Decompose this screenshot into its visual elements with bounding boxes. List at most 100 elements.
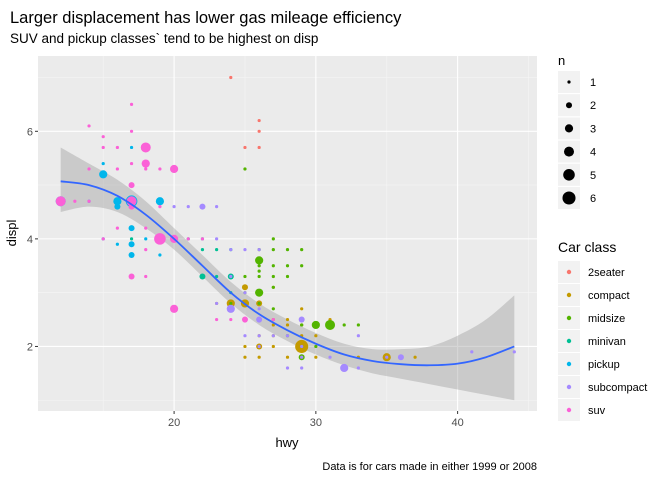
data-point-pickup [128, 225, 135, 232]
series-2seater [229, 75, 261, 150]
confidence-band-layer [60, 147, 515, 401]
data-point-subcompact [285, 334, 290, 338]
data-point-subcompact [257, 344, 261, 349]
chart-subtitle: SUV and pickup classes` tend to be highe… [10, 31, 318, 46]
chart-caption: Data is for cars made in either 1999 or … [322, 461, 537, 473]
size-legend-label: 6 [590, 193, 596, 205]
color-legend-dot-minivan [566, 338, 572, 344]
data-point-suv [170, 304, 179, 313]
data-point-subcompact [257, 334, 261, 338]
data-point-suv [141, 159, 150, 168]
data-point-midsize [356, 323, 360, 327]
data-point-pickup [128, 241, 135, 248]
data-point-suv [115, 226, 119, 230]
data-point-midsize [311, 320, 320, 330]
data-point-suv [140, 142, 151, 153]
data-point-subcompact [199, 203, 206, 210]
data-point-suv [87, 167, 91, 171]
data-point-subcompact [328, 355, 332, 359]
color-legend-label: midsize [588, 313, 625, 325]
size-legend: 1 2 3 4 5 6 [558, 71, 596, 209]
data-point-compact [285, 323, 290, 327]
data-point-pickup [101, 161, 105, 166]
y-tick-label: 4 [27, 234, 33, 246]
data-point-suv [144, 226, 148, 230]
data-point-suv [144, 248, 148, 252]
data-point-subcompact [186, 205, 190, 209]
confidence-band [60, 147, 515, 401]
size-legend-title: n [558, 53, 565, 68]
data-point-suv [129, 161, 134, 166]
data-point-suv [129, 129, 134, 133]
data-point-subcompact [229, 274, 233, 279]
data-point-compact [271, 344, 275, 349]
data-point-compact [241, 284, 248, 291]
data-point-suv [215, 317, 219, 322]
data-point-suv [200, 237, 205, 241]
data-point-midsize [342, 323, 346, 327]
data-point-compact [314, 334, 318, 338]
data-point-pickup [114, 203, 121, 210]
data-point-suv [87, 199, 91, 203]
data-point-2seater [257, 118, 261, 123]
data-point-compact [285, 355, 290, 359]
y-tick-label: 6 [27, 126, 33, 138]
data-point-subcompact [298, 316, 305, 323]
data-point-midsize [271, 307, 275, 311]
data-point-midsize [300, 248, 304, 252]
color-legend-title: Car class [558, 239, 616, 255]
data-point-suv [241, 316, 248, 323]
color-legend-dot-midsize [566, 315, 572, 321]
data-point-subcompact [512, 350, 516, 354]
color-legend-dot-pickup [566, 361, 572, 367]
data-point-compact [314, 355, 318, 359]
data-point-suv [186, 237, 190, 241]
data-point-suv [101, 145, 105, 150]
data-point-subcompact [300, 355, 304, 359]
data-point-compact [243, 344, 247, 349]
size-legend-dot [562, 191, 576, 205]
x-axis-label: hwy [275, 435, 299, 450]
data-point-subcompact [243, 248, 247, 252]
data-point-suv [115, 167, 119, 171]
size-legend-dot [567, 80, 571, 84]
smooth-line-layer [60, 180, 515, 367]
data-point-pickup [99, 170, 108, 179]
data-point-midsize [300, 264, 304, 268]
data-point-subcompact [243, 334, 247, 338]
data-point-midsize [271, 274, 275, 279]
color-legend-label: compact [588, 290, 630, 302]
data-point-suv [129, 102, 134, 107]
data-point-midsize [285, 274, 290, 279]
data-point-subcompact [340, 363, 349, 373]
color-legend-label: pickup [588, 359, 620, 371]
data-point-midsize [229, 301, 233, 306]
data-point-subcompact [257, 307, 261, 311]
data-point-2seater [257, 145, 261, 150]
data-point-2seater [229, 75, 233, 80]
data-point-midsize [271, 237, 275, 241]
data-point-midsize [257, 269, 261, 273]
data-point-suv [128, 273, 135, 280]
data-point-suv [55, 196, 66, 207]
data-point-suv [154, 233, 166, 245]
data-point-pickup [155, 197, 165, 206]
data-point-pickup [144, 237, 148, 241]
data-point-suv [101, 135, 105, 139]
data-point-2seater [257, 129, 261, 133]
points-layer [55, 75, 516, 373]
color-legend-dot-subcompact [566, 384, 572, 390]
data-point-suv [144, 274, 148, 279]
data-point-compact [243, 355, 247, 359]
color-legend-label: subcompact [588, 382, 647, 394]
data-point-suv [87, 124, 91, 128]
data-point-midsize [255, 288, 264, 297]
y-tick-label: 2 [27, 341, 33, 353]
grid-major [38, 56, 537, 411]
data-point-minivan [200, 248, 205, 252]
data-point-pickup [115, 242, 119, 246]
data-point-pickup [113, 197, 122, 206]
plot-panel [38, 56, 537, 411]
data-point-subcompact [285, 366, 290, 370]
data-point-suv [128, 182, 135, 189]
